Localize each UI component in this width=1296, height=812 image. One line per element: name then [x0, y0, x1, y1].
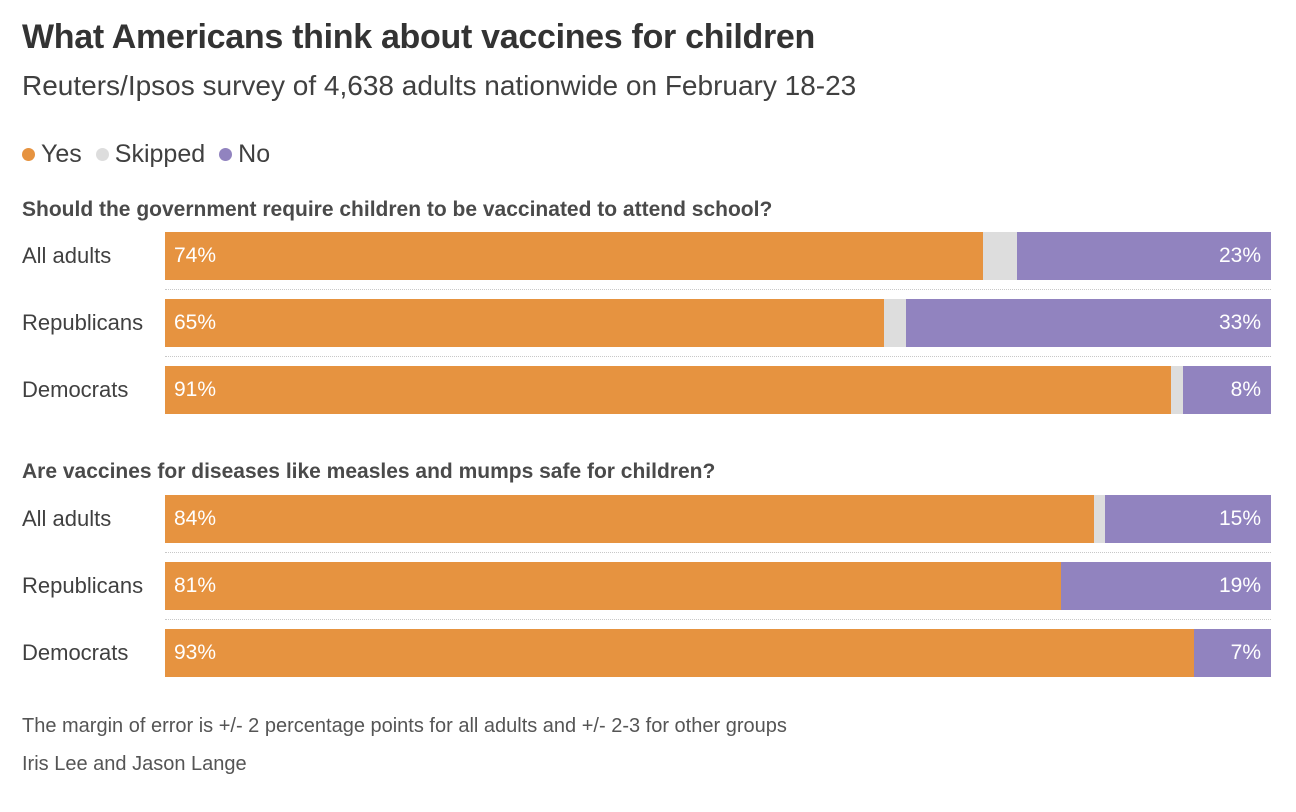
category-label: Democrats [22, 377, 129, 402]
bar-segment-yes [165, 299, 884, 347]
data-label-yes: 84% [174, 507, 217, 530]
footnote: The margin of error is +/- 2 percentage … [22, 715, 787, 737]
legend-item-yes: Yes [22, 140, 82, 169]
data-label-no: 19% [1218, 574, 1261, 597]
data-label-yes: 93% [174, 641, 217, 664]
bar-row-democrats: Democrats 93% 7% [0, 629, 1296, 677]
legend: Yes Skipped No [22, 138, 284, 170]
bar-segment-no [1193, 629, 1271, 677]
data-label-no: 7% [1230, 641, 1261, 664]
category-label: Democrats [22, 640, 129, 665]
row-separator [165, 619, 1271, 620]
bar-row-all-adults: All adults 84% 15% [0, 495, 1296, 543]
legend-swatch-yes [22, 147, 35, 161]
stacked-bar: 91% 8% [165, 366, 1271, 414]
data-label-yes: 81% [174, 574, 217, 597]
data-label-yes: 65% [174, 311, 217, 334]
credit: Iris Lee and Jason Lange [22, 753, 247, 775]
bar-segment-yes [165, 366, 1172, 414]
row-separator [165, 552, 1271, 553]
bar-segment-skipped [1171, 366, 1183, 414]
bar-segment-skipped [1094, 495, 1106, 543]
legend-label-yes: Yes [41, 139, 82, 168]
data-label-no: 15% [1218, 507, 1261, 530]
stacked-bar: 65% 33% [165, 299, 1271, 347]
bar-row-republicans: Republicans 81% 19% [0, 562, 1296, 610]
legend-label-no: No [238, 139, 271, 168]
question-vaccine-safety: Are vaccines for diseases like measles a… [22, 460, 716, 483]
chart-subtitle: Reuters/Ipsos survey of 4,638 adults nat… [22, 70, 857, 101]
chart-title: What Americans think about vaccines for … [22, 18, 815, 56]
bar-segment-no [1105, 495, 1271, 543]
legend-swatch-no [219, 147, 233, 161]
data-label-no: 33% [1218, 311, 1261, 334]
bar-segment-no [1182, 366, 1271, 414]
category-label: Republicans [22, 310, 144, 335]
category-label: All adults [22, 506, 112, 531]
legend-swatch-skipped [95, 147, 109, 161]
data-label-no: 8% [1230, 378, 1261, 401]
question-school-requirement: Should the government require children t… [22, 198, 773, 221]
bar-segment-yes [165, 629, 1194, 677]
bar-segment-no [1060, 562, 1271, 610]
legend-item-skipped: Skipped [95, 139, 206, 169]
bar-segment-yes [165, 495, 1095, 543]
row-separator [165, 289, 1271, 290]
category-label: All adults [22, 243, 112, 268]
bar-segment-no [1016, 232, 1271, 280]
bar-segment-skipped [983, 232, 1017, 280]
data-label-yes: 91% [174, 378, 217, 401]
stacked-bar: 93% 7% [165, 629, 1271, 677]
bar-segment-no [906, 299, 1271, 347]
legend-item-no: No [219, 140, 270, 169]
category-label: Republicans [22, 573, 144, 598]
bar-row-republicans: Republicans 65% 33% [0, 299, 1296, 347]
bar-segment-yes [165, 232, 984, 280]
bar-row-democrats: Democrats 91% 8% [0, 366, 1296, 414]
data-label-yes: 74% [174, 244, 217, 267]
row-separator [165, 356, 1271, 357]
bar-row-all-adults: All adults 74% 23% [0, 232, 1296, 280]
legend-label-skipped: Skipped [114, 139, 206, 168]
stacked-bar: 84% 15% [165, 495, 1271, 543]
data-label-no: 23% [1218, 244, 1261, 267]
stacked-bar: 74% 23% [165, 232, 1271, 280]
bar-segment-skipped [883, 299, 906, 347]
stacked-bar: 81% 19% [165, 562, 1271, 610]
bar-segment-yes [165, 562, 1061, 610]
